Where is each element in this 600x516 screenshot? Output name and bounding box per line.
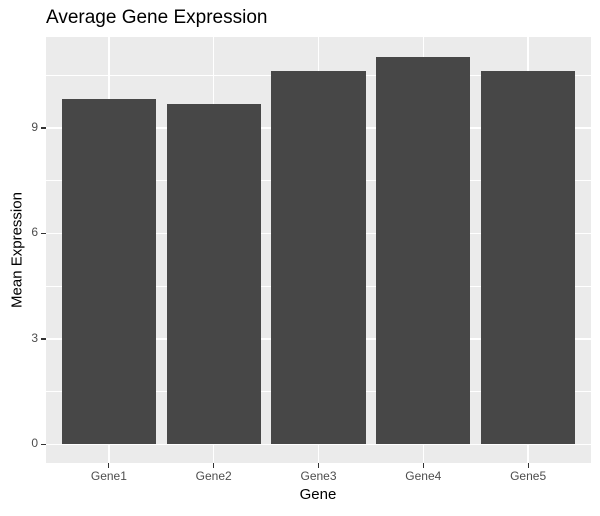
y-tick-label: 9 [31, 120, 38, 135]
bar-gene2 [166, 104, 261, 445]
x-tick [527, 463, 529, 468]
bar-gene4 [376, 57, 471, 445]
x-tick-label: Gene4 [405, 469, 442, 483]
x-tick [108, 463, 110, 468]
y-tick-label: 0 [31, 436, 38, 451]
bar-gene1 [61, 98, 157, 445]
x-tick-label: Gene5 [510, 469, 547, 483]
y-tick-label: 3 [31, 330, 38, 345]
y-tick [41, 443, 46, 445]
plot-panel [46, 37, 591, 463]
x-tick-label: Gene1 [90, 469, 127, 483]
x-tick-label: Gene3 [300, 469, 337, 483]
x-tick [213, 463, 215, 468]
y-tick-label: 6 [31, 225, 38, 240]
x-tick-label: Gene2 [195, 469, 232, 483]
bar-gene5 [480, 71, 576, 445]
x-axis-title: Gene [299, 486, 337, 503]
y-axis-title: Mean Expression [8, 192, 26, 308]
x-tick [317, 463, 320, 468]
chart-title: Average Gene Expression [46, 7, 268, 28]
y-tick [41, 232, 46, 235]
y-tick [41, 338, 46, 340]
bar-gene3 [271, 70, 366, 445]
x-tick [422, 463, 424, 468]
y-tick [41, 127, 46, 129]
